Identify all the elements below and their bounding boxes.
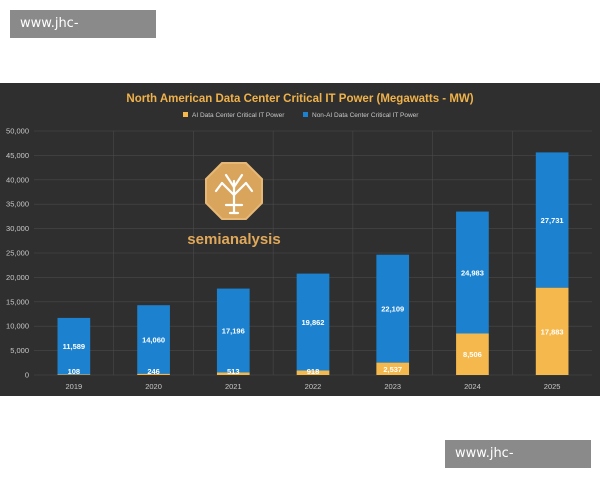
data-label-non-ai-2024: 24,983 [461,269,484,278]
bar-non-ai-2019 [57,317,91,375]
bar-non-ai-2022 [296,273,330,371]
x-tick-label: 2021 [225,382,242,391]
data-label-ai-2021: 513 [227,367,240,376]
x-tick-label: 2025 [544,382,561,391]
bar-non-ai-2020 [137,305,170,374]
data-label-ai-2020: 246 [147,367,160,376]
y-tick-label: 35,000 [6,200,29,209]
data-label-ai-2019: 108 [68,367,81,376]
y-tick-label: 50,000 [6,127,29,136]
data-label-non-ai-2022: 19,862 [302,318,325,327]
y-tick-label: 10,000 [6,322,29,331]
legend-label-non-ai: Non-AI Data Center Critical IT Power [312,112,419,119]
legend-swatch-ai [183,112,188,117]
x-tick-label: 2019 [66,382,83,391]
legend-label-ai: AI Data Center Critical IT Power [192,112,285,119]
data-label-ai-2023: 2,537 [383,365,402,374]
data-label-ai-2025: 17,883 [541,327,564,336]
data-label-non-ai-2023: 22,109 [381,305,404,314]
data-label-non-ai-2025: 27,731 [541,216,564,225]
watermark-top: www.jhc-hitachi.com [10,10,156,59]
bar-ai-2021 [216,372,250,375]
x-tick-label: 2020 [145,382,162,391]
chart-title: North American Data Center Critical IT P… [126,93,473,105]
bar-ai-2019 [57,374,91,375]
data-label-non-ai-2020: 14,060 [142,335,165,344]
bar-non-ai-2023 [376,254,410,363]
x-tick-label: 2022 [305,382,322,391]
bar-non-ai-2024 [456,211,489,334]
bar-non-ai-2025 [535,152,569,288]
bar-ai-2023 [376,362,410,375]
x-tick-label: 2023 [384,382,401,391]
bar-ai-2022 [296,370,330,375]
x-axis-ticks: 2019 2020 2021 2022 2023 2024 2025 [66,382,561,391]
y-tick-label: 25,000 [6,249,29,258]
legend-swatch-non-ai [303,112,308,117]
bar-ai-2024 [456,333,489,375]
bars: 11,589 108 14,060 246 17,196 513 19,862 918 22,1… [57,152,569,376]
data-label-non-ai-2019: 11,589 [63,342,86,351]
y-tick-label: 20,000 [6,273,29,282]
data-label-non-ai-2021: 17,196 [222,327,245,336]
chart-panel: North American Data Center Critical IT P… [0,83,600,396]
data-label-ai-2022: 918 [307,367,320,376]
tree-icon [214,173,254,215]
watermark-bottom: www.jhc-hitachi.com [445,440,591,489]
bar-ai-2025 [535,287,569,375]
y-tick-label: 30,000 [6,224,29,233]
bar-non-ai-2021 [216,288,250,373]
y-tick-label: 40,000 [6,175,29,184]
y-axis-ticks: 0 5,000 10,000 15,000 20,000 25,000 30,000 35,0… [6,127,29,380]
y-tick-label: 15,000 [6,297,29,306]
data-label-ai-2024: 8,506 [463,350,482,359]
bar-ai-2020 [137,373,170,375]
logo-wordmark: semianalysis [187,231,280,248]
y-tick-label: 0 [25,371,29,380]
y-tick-label: 45,000 [6,151,29,160]
stacked-bar-chart: North American Data Center Critical IT P… [6,93,592,391]
semianalysis-logo: semianalysis [187,162,281,248]
legend: AI Data Center Critical IT Power Non-AI … [183,112,419,119]
y-tick-label: 5,000 [10,346,29,355]
x-tick-label: 2024 [464,382,481,391]
